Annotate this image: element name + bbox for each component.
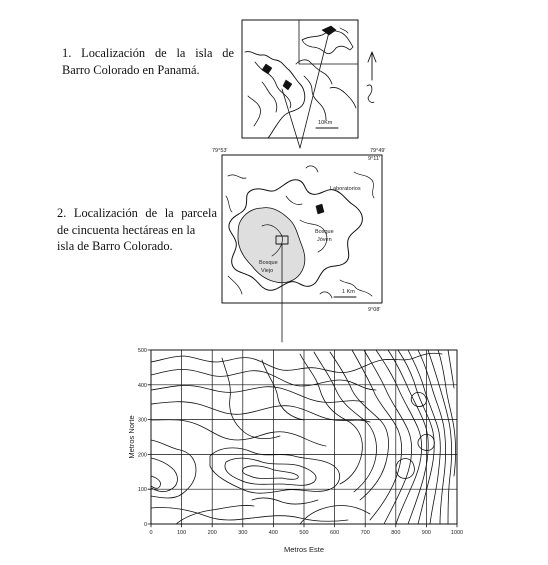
- map-1-frame: [241, 19, 359, 139]
- x-tick-label: 200: [208, 530, 217, 536]
- caption-map-1-line-1: 1. Localización de la isla de: [62, 46, 234, 60]
- y-tick-label: 0: [144, 522, 147, 528]
- y-tick-label: 300: [138, 418, 147, 424]
- x-tick-label: 600: [330, 530, 339, 536]
- map-2-scale-label: 1 Km: [342, 289, 355, 295]
- caption-map-1: 1. Localización de la isla de Barro Colo…: [62, 45, 234, 78]
- map-2-barro-colorado: [221, 154, 383, 343]
- contour-lines: [150, 349, 456, 525]
- x-tick-label: 900: [422, 530, 431, 536]
- map-1-panama: [241, 19, 377, 149]
- map-2-label-bosque-joven-1: Bosque: [315, 229, 334, 235]
- y-tick-label: 200: [138, 452, 147, 458]
- x-tick-label: 0: [149, 530, 152, 536]
- y-tick-label: 100: [138, 487, 147, 493]
- plot-ticks: [147, 349, 458, 528]
- map-1-text: 10Km: [318, 120, 333, 126]
- plot-x-axis-label: Metros Este: [284, 545, 324, 554]
- plot-tick-labels: 0 100 200 300 400 500 600 700 800 900 1000 0 100 200 3…: [138, 348, 463, 536]
- plot-grid: [150, 349, 458, 525]
- x-tick-label: 300: [238, 530, 247, 536]
- map-2-label-bosque-viejo-1: Bosque: [259, 260, 278, 266]
- map-2-label-bosque-viejo-2: Viejo: [261, 268, 273, 274]
- caption-map-1-line-2: Barro Colorado en Panamá.: [62, 62, 200, 77]
- map-1-north-arrow: [366, 51, 377, 103]
- map-2-coord-top-right: 79°49': [370, 148, 386, 154]
- caption-map-2-line-2: de cincuenta hectáreas en la: [57, 222, 196, 237]
- x-tick-label: 800: [391, 530, 400, 536]
- plot-y-axis-label: Metros Norte: [127, 415, 136, 458]
- caption-map-2-line-3: isla de Barro Colorado.: [57, 239, 173, 253]
- caption-map-2-line-1: 2. Localización de la parcela: [57, 206, 217, 220]
- map-2-coord-right-top: 9°11': [368, 156, 380, 162]
- map-2-island-outline: [228, 179, 363, 291]
- x-tick-label: 700: [361, 530, 370, 536]
- x-tick-label: 100: [177, 530, 186, 536]
- y-tick-label: 500: [138, 348, 147, 354]
- x-tick-label: 400: [269, 530, 278, 536]
- map-2-coord-top-left: 79°53': [212, 148, 228, 154]
- y-tick-label: 400: [138, 383, 147, 389]
- map-2-text: 79°53' 79°49' 9°11' 9°08' Laboratorios B…: [212, 148, 386, 313]
- x-tick-label: 500: [299, 530, 308, 536]
- map-1-inset-frame: [298, 19, 359, 65]
- map-2-label-bosque-joven-2: Jóven: [317, 237, 332, 243]
- caption-map-2: 2. Localización de la parcela de cincuen…: [57, 205, 217, 255]
- map-2-coord-bottom-right: 9°08': [368, 307, 380, 313]
- map-2-laboratory-marker: [315, 203, 325, 215]
- map-2-old-forest-area: [237, 207, 306, 284]
- map-2-label-laboratorios: Laboratorios: [330, 186, 361, 192]
- contour-plot: [147, 349, 458, 528]
- map-2-frame: [221, 154, 383, 304]
- map-1-scale-label: 10Km: [318, 120, 333, 126]
- x-tick-label: 1000: [451, 530, 463, 536]
